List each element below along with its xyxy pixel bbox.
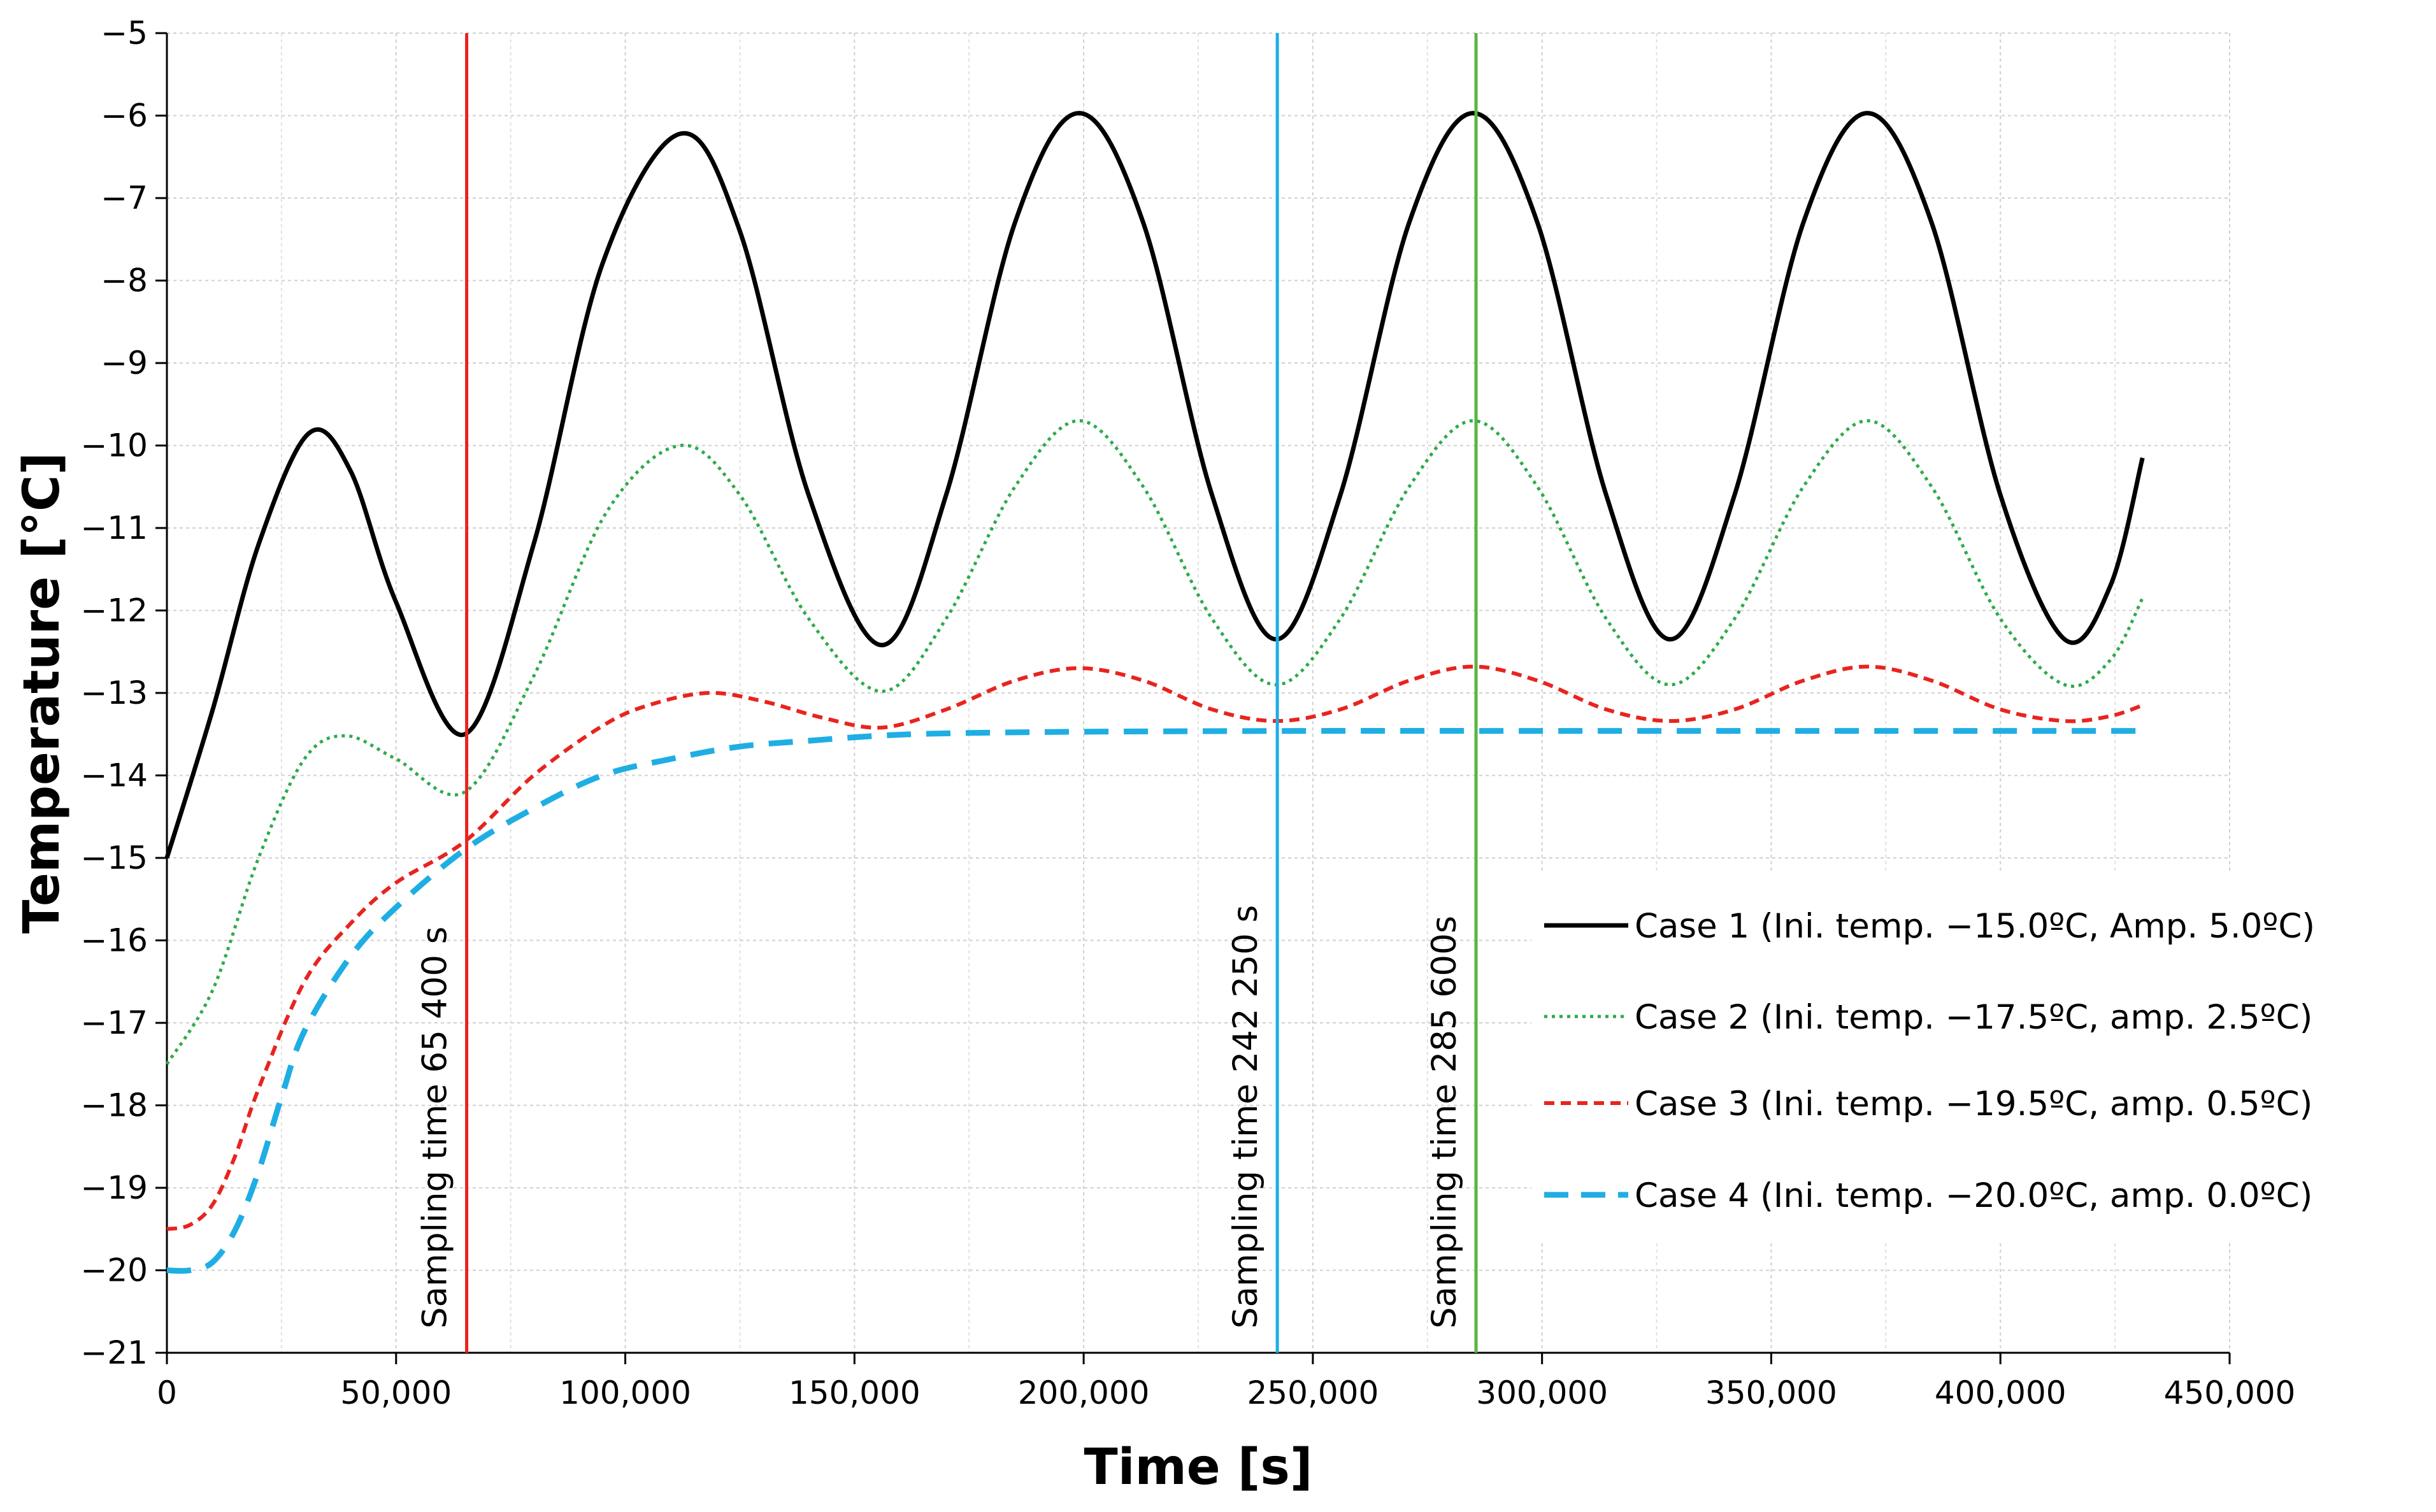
series-line-case-1 xyxy=(164,111,2145,859)
y-tick-label: −13 xyxy=(80,674,148,711)
sampling-time-lines: Sampling time 65 400 s Sampling time 242 … xyxy=(416,33,1478,1353)
x-tick-label: 0 xyxy=(157,1374,177,1411)
y-tick-labels: −5 −6 −7 −8 −9 −10 −11 −12 −13 −14 −15 −16 −17 −18 −19… xyxy=(80,15,148,1371)
series-lines xyxy=(164,111,2145,1274)
y-tick-label: −11 xyxy=(80,510,148,546)
x-tick-label: 200,000 xyxy=(1018,1374,1150,1411)
legend: Case 1 (Ini. temp. −15.0ºC, Amp. 5.0ºC) C… xyxy=(1531,873,2426,1242)
series-line-case-4 xyxy=(166,728,2143,1274)
y-tick-label: −9 xyxy=(101,345,148,382)
legend-entry-case-1: Case 1 (Ini. temp. −15.0ºC, Amp. 5.0ºC) xyxy=(1635,907,2315,946)
y-tick-label: −17 xyxy=(80,1004,148,1041)
y-tick-label: −6 xyxy=(101,97,148,134)
x-tick-label: 350,000 xyxy=(1705,1374,1837,1411)
y-tick-label: −21 xyxy=(80,1334,148,1371)
legend-entry-case-3: Case 3 (Ini. temp. −19.5ºC, amp. 0.5ºC) xyxy=(1635,1085,2312,1123)
x-tick-labels: 0 50,000 100,000 150,000 200,000 250,000 300,0… xyxy=(157,1374,2295,1411)
x-tick-label: 150,000 xyxy=(789,1374,921,1411)
y-tick-label: −12 xyxy=(80,592,148,629)
legend-entry-case-2: Case 2 (Ini. temp. −17.5ºC, amp. 2.5ºC) xyxy=(1635,998,2312,1037)
y-tick-label: −5 xyxy=(101,15,148,52)
y-tick-label: −10 xyxy=(80,427,148,464)
sampling-line-label-1: Sampling time 65 400 s xyxy=(416,927,455,1329)
x-tick-label: 250,000 xyxy=(1247,1374,1379,1411)
y-tick-label: −16 xyxy=(80,922,148,959)
y-tick-label: −19 xyxy=(80,1169,148,1206)
x-tick-label: 400,000 xyxy=(1935,1374,2067,1411)
legend-background xyxy=(1531,873,2426,1242)
legend-entry-case-4: Case 4 (Ini. temp. −20.0ºC, amp. 0.0ºC) xyxy=(1635,1176,2312,1215)
y-tick-label: −15 xyxy=(80,839,148,876)
y-tick-label: −7 xyxy=(101,180,148,217)
y-axis-title: Temperature [°C] xyxy=(13,452,71,934)
x-tick-label: 300,000 xyxy=(1476,1374,1608,1411)
x-axis-title: Time [s] xyxy=(1084,1439,1313,1496)
y-tick-label: −18 xyxy=(80,1087,148,1124)
sampling-line-label-3: Sampling time 285 600s xyxy=(1425,916,1464,1329)
series-line-case-3 xyxy=(166,664,2144,1231)
y-tick-label: −8 xyxy=(101,262,148,299)
x-tick-label: 450,000 xyxy=(2164,1374,2296,1411)
plot-frame xyxy=(155,32,2231,1364)
sampling-line-label-2: Sampling time 242 250 s xyxy=(1226,905,1265,1329)
x-tick-label: 100,000 xyxy=(559,1374,691,1411)
x-tick-label: 50,000 xyxy=(340,1374,452,1411)
y-tick-label: −14 xyxy=(80,757,148,794)
y-tick-label: −20 xyxy=(80,1252,148,1289)
